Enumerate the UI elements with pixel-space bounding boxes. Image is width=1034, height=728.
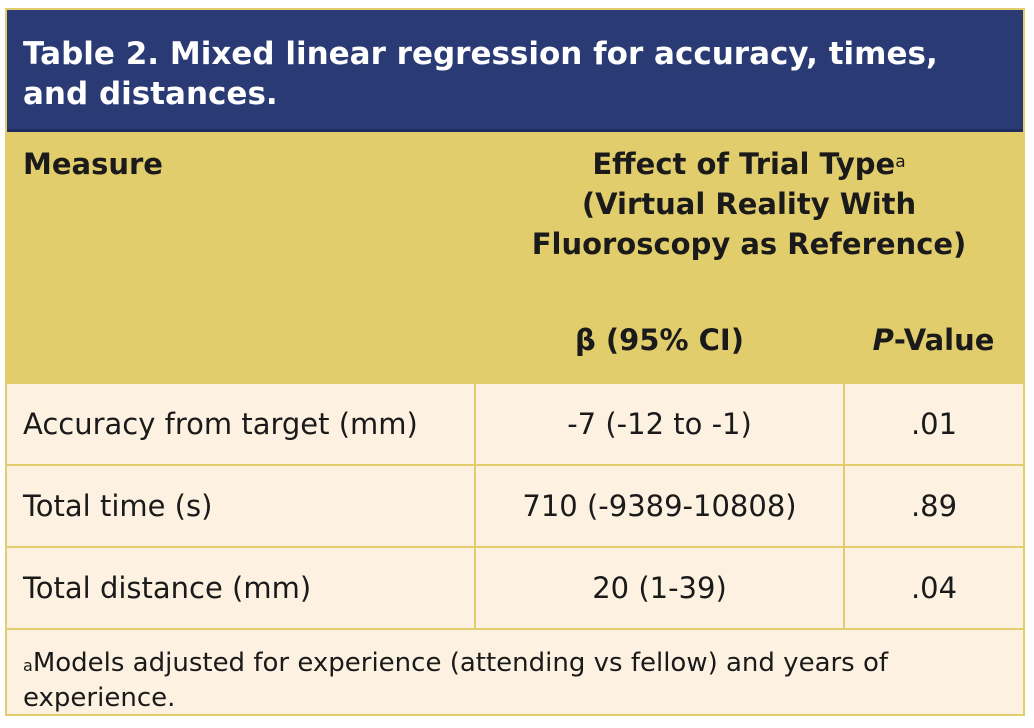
cell-beta: 20 (1-39) [475, 547, 845, 630]
header-p-rest: -Value [893, 323, 995, 357]
regression-table: Table 2. Mixed linear regression for acc… [5, 8, 1025, 716]
header-effect-group: Effect of Trial Typea (Virtual Reality W… [475, 132, 1023, 304]
footnote-marker: a [23, 656, 33, 675]
cell-measure: Total distance (mm) [7, 547, 476, 630]
subheader-row: β (95% CI) P-Value [7, 304, 1023, 384]
header-effect-line1: Effect of Trial Type [592, 147, 896, 181]
header-effect-line3: Fluoroscopy as Reference) [531, 227, 967, 261]
header-effect-line2: (Virtual Reality With [581, 187, 917, 221]
cell-p: .89 [844, 465, 1023, 548]
header-effect-sup: a [895, 152, 906, 172]
header-beta: β (95% CI) [475, 304, 844, 384]
table-row: Accuracy from target (mm) -7 (-12 to -1)… [7, 384, 1023, 466]
table-grid: Measure Effect of Trial Typea (Virtual R… [7, 132, 1023, 630]
header-row: Measure Effect of Trial Typea (Virtual R… [7, 132, 1023, 384]
cell-measure: Total time (s) [7, 465, 476, 548]
cell-p: .01 [844, 384, 1023, 466]
cell-beta: -7 (-12 to -1) [475, 384, 845, 466]
footnote-text: Models adjusted for experience (attendin… [23, 648, 889, 713]
table-row: Total distance (mm) 20 (1-39) .04 [7, 547, 1023, 630]
cell-p: .04 [844, 547, 1023, 630]
header-p-italic: P [872, 323, 894, 357]
cell-measure: Accuracy from target (mm) [7, 384, 476, 466]
header-measure: Measure [7, 132, 475, 384]
table-footnote: aModels adjusted for experience (attendi… [7, 630, 1023, 716]
table-title: Table 2. Mixed linear regression for acc… [7, 10, 1023, 132]
header-p-value: P-Value [844, 304, 1023, 384]
table-row: Total time (s) 710 (-9389-10808) .89 [7, 465, 1023, 548]
cell-beta: 710 (-9389-10808) [475, 465, 845, 548]
